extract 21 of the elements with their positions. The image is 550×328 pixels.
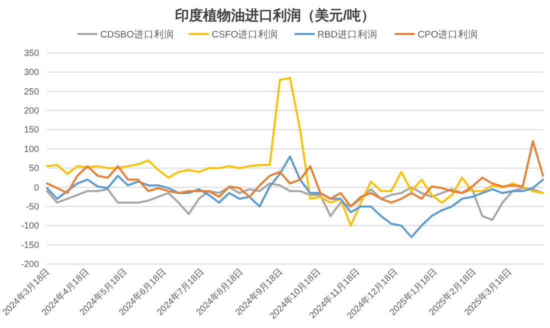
y-tick-label: -200: [20, 259, 39, 269]
y-tick-label: 350: [24, 48, 39, 58]
y-tick-label: 50: [28, 163, 39, 174]
legend-label: CPO进口利润: [418, 28, 478, 40]
legend-label: RBD进口利润: [318, 28, 378, 40]
line-series: [46, 156, 544, 238]
y-tick-label: -100: [20, 220, 39, 231]
line-series: [46, 76, 544, 227]
y-tick-label: 200: [24, 106, 39, 116]
legend-label: CSFO进口利润: [212, 28, 278, 40]
y-tick-label: 150: [24, 124, 39, 135]
y-tick-label: 0: [34, 182, 39, 192]
y-tick-label: 300: [24, 67, 39, 78]
y-tick-label: 250: [24, 86, 39, 96]
y-tick-label: -50: [26, 201, 39, 212]
chart-title: 印度植物油进口利润（美元/吨）: [175, 7, 375, 23]
line-series: [46, 140, 544, 208]
legend-label: CDSBO进口利润: [100, 28, 174, 40]
y-tick-label: -150: [20, 240, 39, 250]
line-series: [46, 182, 544, 221]
y-tick-label: 100: [24, 144, 39, 154]
